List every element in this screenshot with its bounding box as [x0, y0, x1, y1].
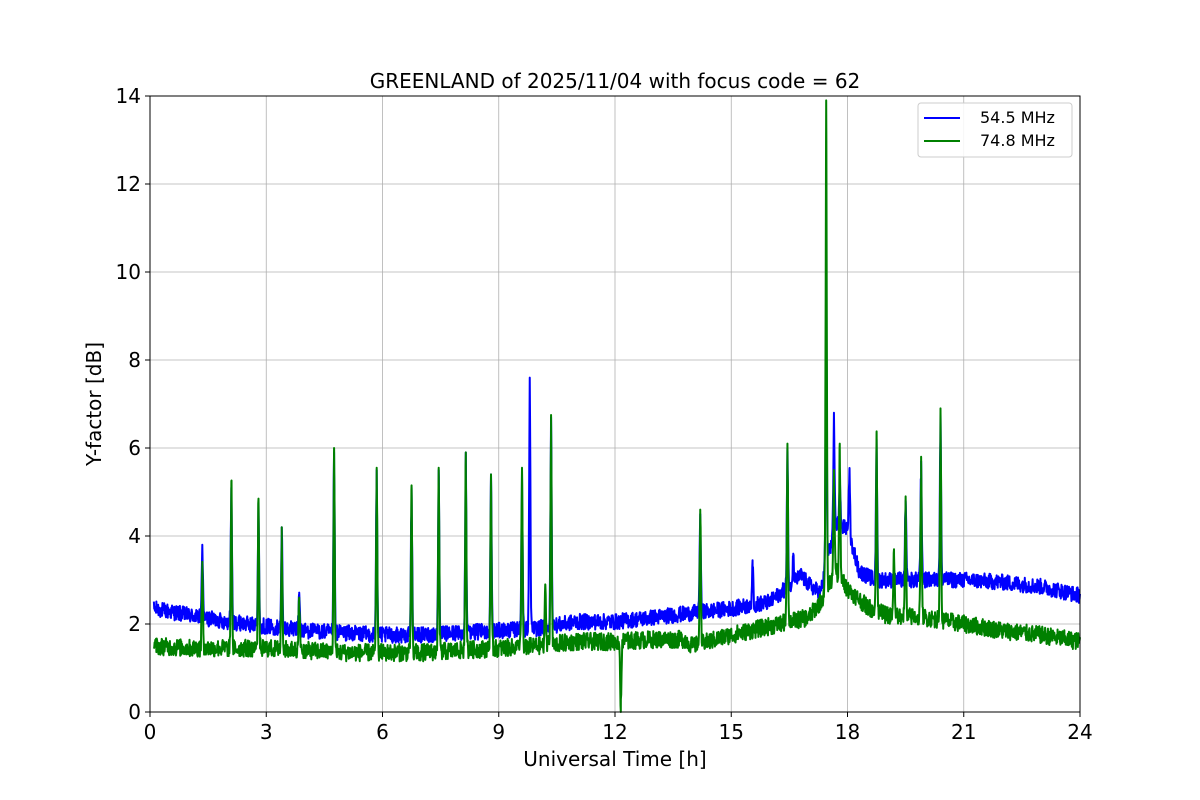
legend-label-54-5: 54.5 MHz: [980, 108, 1055, 127]
legend-box: [917, 102, 1073, 158]
y-tick-label: 14: [116, 84, 141, 108]
series-line-54-5-mhz: [152, 310, 1081, 644]
series-line-74-8-mhz: [152, 99, 1081, 713]
y-tick-label: 6: [128, 436, 141, 460]
legend: 54.5 MHz 74.8 MHz: [917, 102, 1073, 158]
series-layer: [152, 99, 1081, 713]
chart-title: GREENLAND of 2025/11/04 with focus code …: [370, 69, 861, 93]
x-axis-label: Universal Time [h]: [523, 747, 706, 771]
x-tick-label: 15: [719, 720, 744, 744]
x-tick-label: 9: [492, 720, 505, 744]
y-tick-label: 12: [116, 172, 141, 196]
x-tick-label: 18: [835, 720, 860, 744]
y-tick-label: 8: [128, 348, 141, 372]
x-tick-label: 3: [260, 720, 273, 744]
x-tick-label: 21: [951, 720, 976, 744]
y-axis-label: Y-factor [dB]: [82, 342, 106, 467]
x-tick-label: 0: [144, 720, 157, 744]
y-tick-label: 4: [128, 524, 141, 548]
x-tick-label: 24: [1067, 720, 1092, 744]
y-tick-label: 0: [128, 700, 141, 724]
x-tick-label: 12: [602, 720, 627, 744]
legend-label-74-8: 74.8 MHz: [980, 131, 1055, 150]
y-tick-label: 2: [128, 612, 141, 636]
x-tick-label: 6: [376, 720, 389, 744]
y-tick-label: 10: [116, 260, 141, 284]
